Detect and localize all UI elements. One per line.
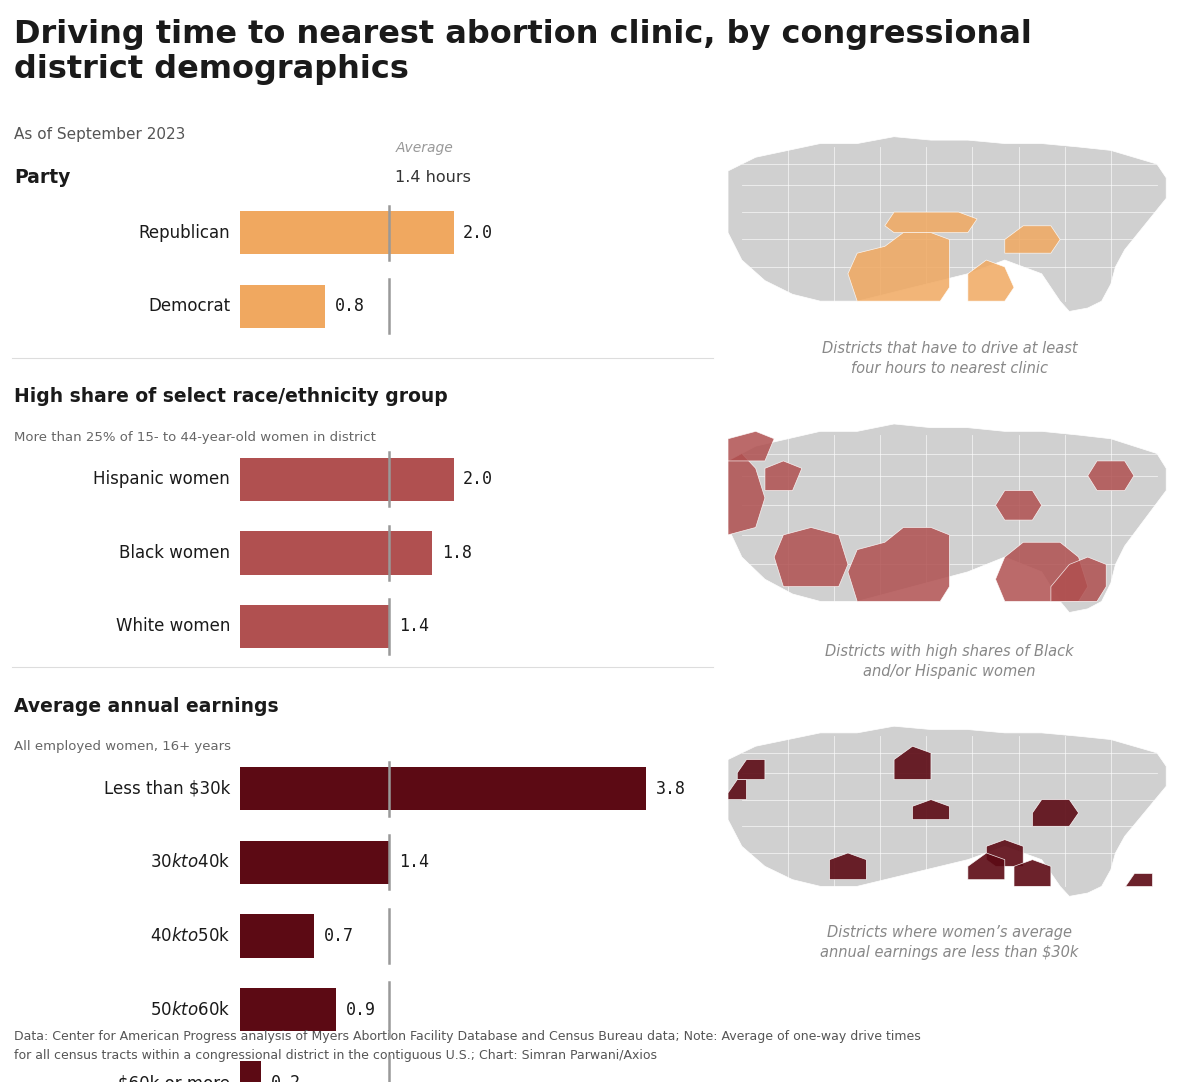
Polygon shape: [996, 490, 1042, 520]
Text: 2.0: 2.0: [464, 224, 494, 241]
Text: More than 25% of 15- to 44-year-old women in district: More than 25% of 15- to 44-year-old wome…: [14, 431, 376, 444]
Polygon shape: [1033, 800, 1078, 827]
Polygon shape: [1088, 461, 1133, 490]
Text: 0.8: 0.8: [334, 298, 364, 315]
Text: 1.4: 1.4: [399, 854, 429, 871]
Polygon shape: [728, 424, 1166, 612]
Text: 1.4: 1.4: [399, 618, 429, 635]
Polygon shape: [885, 212, 978, 233]
Text: Districts with high shares of Black
and/or Hispanic women: Districts with high shares of Black and/…: [825, 644, 1073, 678]
Polygon shape: [766, 461, 801, 490]
Text: High share of select race/ethnicity group: High share of select race/ethnicity grou…: [14, 387, 448, 407]
Polygon shape: [728, 779, 746, 800]
Text: 1.4 hours: 1.4 hours: [395, 170, 471, 185]
Polygon shape: [829, 853, 866, 880]
Polygon shape: [728, 453, 766, 535]
Polygon shape: [848, 528, 949, 602]
Text: Districts that have to drive at least
four hours to nearest clinic: Districts that have to drive at least fo…: [822, 341, 1077, 375]
Text: $30k to $40k: $30k to $40k: [150, 854, 230, 871]
Text: Hispanic women: Hispanic women: [93, 471, 230, 488]
Text: $50k to $60k: $50k to $60k: [150, 1001, 230, 1018]
Text: Democrat: Democrat: [147, 298, 230, 315]
Text: 0.9: 0.9: [345, 1001, 375, 1018]
Text: As of September 2023: As of September 2023: [14, 127, 186, 142]
Polygon shape: [1005, 226, 1060, 253]
Text: All employed women, 16+ years: All employed women, 16+ years: [14, 740, 231, 753]
Polygon shape: [968, 260, 1014, 301]
Text: $40k to $50k: $40k to $50k: [150, 927, 230, 945]
Polygon shape: [913, 800, 949, 820]
Polygon shape: [728, 136, 1166, 312]
Polygon shape: [894, 747, 931, 779]
Polygon shape: [986, 840, 1023, 867]
Text: Average annual earnings: Average annual earnings: [14, 697, 279, 716]
Polygon shape: [737, 760, 766, 779]
Text: 2.0: 2.0: [464, 471, 494, 488]
Polygon shape: [1051, 557, 1106, 602]
Polygon shape: [774, 528, 848, 586]
Polygon shape: [1125, 873, 1152, 886]
Text: 1.8: 1.8: [442, 544, 472, 562]
Text: Data: Center for American Progress analysis of Myers Abortion Facility Database : Data: Center for American Progress analy…: [14, 1030, 921, 1063]
Text: Black women: Black women: [119, 544, 230, 562]
Text: Republican: Republican: [139, 224, 230, 241]
Text: 3.8: 3.8: [655, 780, 685, 797]
Text: Driving time to nearest abortion clinic, by congressional
district demographics: Driving time to nearest abortion clinic,…: [14, 19, 1033, 85]
Text: Party: Party: [14, 168, 71, 187]
Polygon shape: [1014, 859, 1051, 886]
Text: Average: Average: [395, 141, 453, 155]
Text: White women: White women: [116, 618, 230, 635]
Polygon shape: [996, 542, 1088, 602]
Text: 0.2: 0.2: [271, 1074, 301, 1082]
Polygon shape: [728, 432, 774, 461]
Text: $60k or more: $60k or more: [119, 1074, 230, 1082]
Text: Less than $30k: Less than $30k: [104, 780, 230, 797]
Text: Districts where women’s average
annual earnings are less than $30k: Districts where women’s average annual e…: [821, 925, 1078, 960]
Polygon shape: [848, 233, 949, 301]
Polygon shape: [968, 853, 1005, 880]
Text: 0.7: 0.7: [323, 927, 355, 945]
Polygon shape: [728, 726, 1166, 896]
